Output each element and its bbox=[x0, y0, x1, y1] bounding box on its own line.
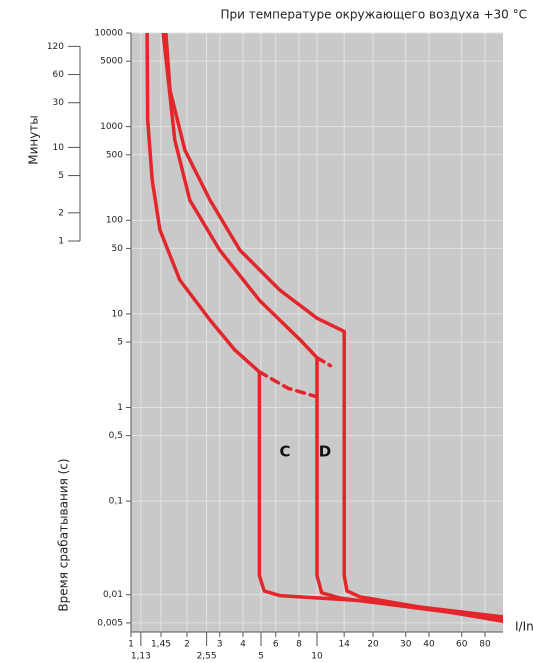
x-tick-label: 80 bbox=[479, 640, 491, 650]
x-tick-label: 1,45 bbox=[151, 640, 171, 650]
curve bbox=[315, 355, 333, 368]
curve bbox=[257, 370, 319, 399]
y-tick-label: 0,1 bbox=[109, 497, 123, 507]
y-tick-label: 500 bbox=[106, 150, 123, 160]
curve bbox=[161, 33, 503, 621]
y-tick-label: 100 bbox=[106, 216, 123, 226]
region-label: D bbox=[319, 443, 331, 461]
x-tick-label: 14 bbox=[338, 640, 350, 650]
y-tick-label: 5000 bbox=[100, 57, 123, 67]
curves bbox=[145, 33, 503, 624]
x-tick-label: 2,55 bbox=[197, 652, 217, 662]
x-tick-label: 3 bbox=[217, 640, 223, 650]
y2-tick-label: 2 bbox=[58, 208, 64, 218]
y-tick-label: 0,01 bbox=[103, 590, 123, 600]
chart-title: При температуре окружающего воздуха +30 … bbox=[221, 8, 528, 22]
y-tick-label: 1 bbox=[117, 403, 123, 413]
x-tick-label: 60 bbox=[456, 640, 468, 650]
x-tick-label: 30 bbox=[400, 640, 412, 650]
y-axis-title: Время срабатывания (с) bbox=[57, 458, 71, 611]
region-label: C bbox=[279, 443, 290, 461]
x-axis-title: I/In bbox=[515, 620, 533, 634]
x-tick-label: 6 bbox=[273, 640, 279, 650]
y2-tick-label: 30 bbox=[53, 98, 65, 108]
y-tick-label: 50 bbox=[112, 244, 124, 254]
x-tick-label: 40 bbox=[423, 640, 435, 650]
y-tick-label: 1000 bbox=[100, 122, 123, 132]
y2-axis-title: Минуты bbox=[27, 115, 41, 165]
x-tick-label: 4 bbox=[240, 640, 246, 650]
y2-tick-label: 5 bbox=[58, 171, 64, 181]
y-tick-label: 0,005 bbox=[97, 618, 123, 628]
y-tick-label: 10000 bbox=[94, 29, 123, 39]
y-tick-label: 0,5 bbox=[109, 431, 123, 441]
x-tick-label: 20 bbox=[367, 640, 379, 650]
y-tick-label: 5 bbox=[117, 338, 123, 348]
x-tick-label: 5 bbox=[258, 652, 264, 662]
x-tick-label: 1 bbox=[128, 640, 134, 650]
x-tick-label: 1,13 bbox=[131, 652, 151, 662]
x-tick-label: 2 bbox=[184, 640, 190, 650]
curve bbox=[145, 33, 503, 619]
y-tick-label: 10 bbox=[112, 309, 124, 319]
x-tick-label: 10 bbox=[311, 652, 323, 662]
y2-tick-label: 120 bbox=[47, 42, 64, 52]
curve bbox=[164, 33, 503, 624]
y2-tick-label: 10 bbox=[53, 143, 65, 153]
y2-tick-label: 60 bbox=[53, 70, 65, 80]
x-tick-label: 8 bbox=[296, 640, 302, 650]
y2-tick-label: 1 bbox=[58, 237, 64, 247]
